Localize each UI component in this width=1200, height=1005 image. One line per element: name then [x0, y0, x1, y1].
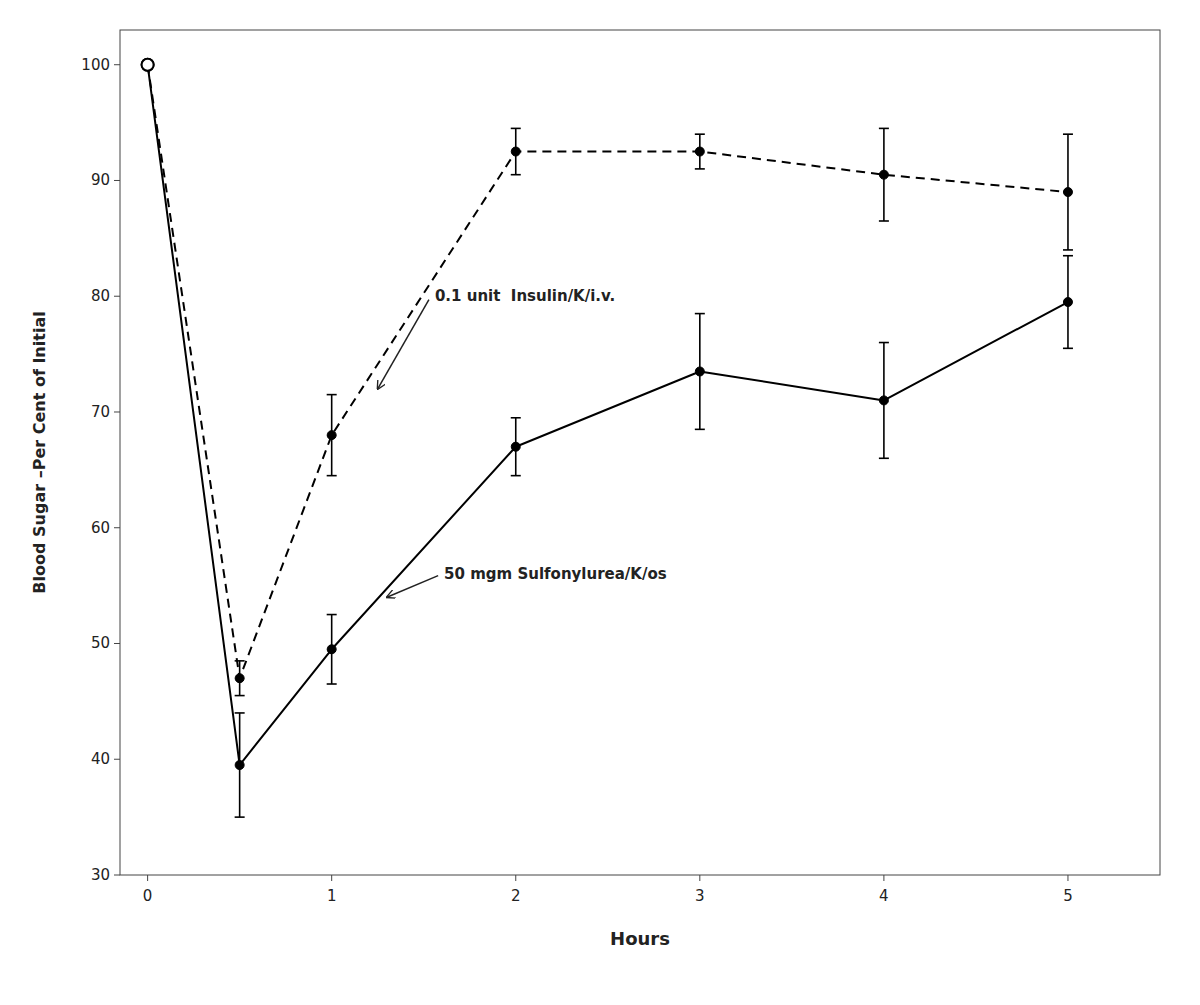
y-tick [114, 296, 120, 297]
point [695, 147, 704, 156]
y-tick-label: 50 [91, 634, 110, 652]
error-bar-cap [1063, 133, 1073, 135]
error-bar-cap [1063, 348, 1073, 350]
y-axis-label: Blood Sugar –Per Cent of Initial [30, 311, 49, 593]
open-point [142, 59, 154, 71]
error-bar-cap [695, 429, 705, 431]
y-tick [114, 411, 120, 412]
error-bar [235, 661, 245, 696]
x-axis-label: Hours [610, 928, 670, 949]
error-bar-cap [327, 683, 337, 685]
x-tick-label: 3 [695, 887, 705, 905]
error-bar-cap [695, 313, 705, 315]
error-bar-cap [327, 394, 337, 396]
error-bar [1063, 134, 1073, 250]
error-bar-cap [327, 475, 337, 477]
y-tick-label: 80 [91, 287, 110, 305]
error-bar-cap [695, 168, 705, 170]
x-tick [515, 875, 516, 881]
y-tick [114, 527, 120, 528]
point [695, 367, 704, 376]
x-tick-label: 1 [327, 887, 337, 905]
x-tick-label: 2 [511, 887, 521, 905]
axes: 0 1 2 3 4 5 30 40 50 60 70 80 90 100 [81, 56, 1072, 905]
y-tick [114, 64, 120, 65]
annotation: 0.1 unit Insulin/K/i.v. [435, 287, 615, 305]
y-tick-label: 90 [91, 171, 110, 189]
error-bar [695, 134, 705, 169]
error-bar [511, 418, 521, 476]
error-bar [879, 128, 889, 221]
error-bar-cap [327, 614, 337, 616]
annotations: 0.1 unit Insulin/K/i.v. 50 mgm Sulfonylur… [378, 287, 667, 597]
error-bar [327, 615, 337, 684]
x-tick [1067, 875, 1068, 881]
y-tick-label: 100 [81, 56, 110, 74]
x-tick-label: 5 [1063, 887, 1073, 905]
error-bar [327, 395, 337, 476]
point [511, 442, 520, 451]
error-bar-cap [879, 128, 889, 130]
point [235, 674, 244, 683]
annotation-arrow [387, 576, 438, 598]
error-bar-cap [879, 457, 889, 459]
y-tick-label: 40 [91, 750, 110, 768]
y-tick [114, 180, 120, 181]
y-tick [114, 759, 120, 760]
x-tick [147, 875, 148, 881]
y-tick-label: 70 [91, 403, 110, 421]
error-bar [235, 713, 245, 817]
point [327, 645, 336, 654]
error-bar-cap [511, 475, 521, 477]
x-tick-label: 4 [879, 887, 889, 905]
point [1063, 298, 1072, 307]
series-line [148, 65, 1068, 765]
point [1063, 188, 1072, 197]
y-tick-label: 60 [91, 519, 110, 537]
y-tick [114, 875, 120, 876]
plot-data [142, 59, 1073, 817]
error-bar-cap [879, 220, 889, 222]
error-bar-cap [511, 417, 521, 419]
series-line [148, 65, 1068, 678]
error-bar-cap [511, 174, 521, 176]
chart-container: 0 1 2 3 4 5 30 40 50 60 70 80 90 100 Hours Blood Sugar … [0, 0, 1200, 1005]
point [511, 147, 520, 156]
point [879, 170, 888, 179]
error-bar [695, 314, 705, 430]
annotation: 50 mgm Sulfonylurea/K/os [444, 565, 667, 583]
error-bar-cap [235, 816, 245, 818]
error-bar [879, 343, 889, 459]
chart: 0 1 2 3 4 5 30 40 50 60 70 80 90 100 Hours Blood Sugar … [0, 0, 1200, 1005]
error-bar-cap [879, 342, 889, 344]
point [327, 431, 336, 440]
y-tick [114, 643, 120, 644]
point [879, 396, 888, 405]
x-tick [331, 875, 332, 881]
point [235, 761, 244, 770]
y-tick-label: 30 [91, 866, 110, 884]
x-tick-label: 0 [143, 887, 153, 905]
plot-frame [120, 30, 1160, 875]
error-bar-cap [235, 712, 245, 714]
error-bar-cap [1063, 255, 1073, 257]
x-tick [699, 875, 700, 881]
open-point [142, 59, 154, 71]
annotation-arrow [378, 300, 429, 389]
error-bar [511, 128, 521, 174]
x-tick [883, 875, 884, 881]
error-bar-cap [1063, 249, 1073, 251]
error-bar-cap [235, 695, 245, 697]
error-bar [1063, 256, 1073, 349]
error-bar-cap [695, 133, 705, 135]
error-bar-cap [511, 128, 521, 130]
error-bar-cap [235, 660, 245, 662]
